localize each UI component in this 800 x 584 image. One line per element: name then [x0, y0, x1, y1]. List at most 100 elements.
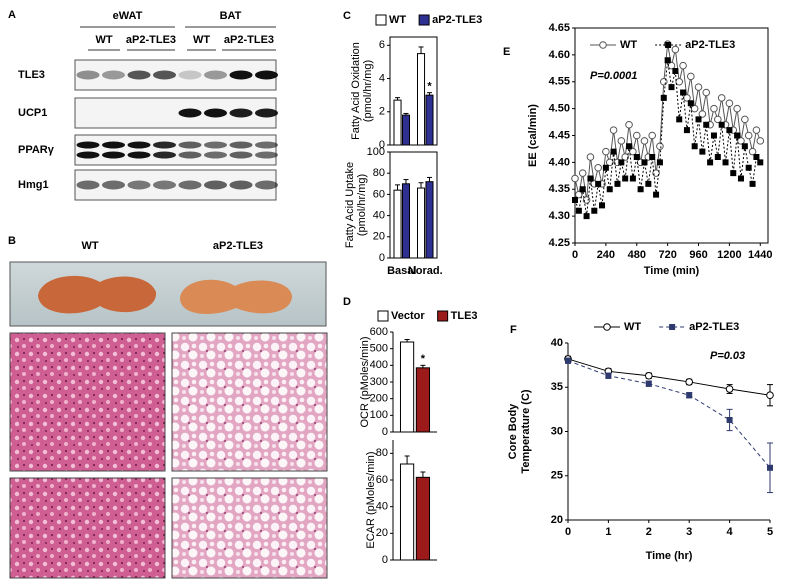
y-axis-label: Fatty Acid Uptake	[344, 162, 356, 248]
point	[679, 61, 687, 70]
lane-label: aP2-TLE3	[224, 34, 274, 46]
legend-label: Vector	[391, 310, 425, 322]
x-tick-label: 5	[767, 526, 773, 538]
y-tick-label: 200	[370, 393, 388, 405]
point	[710, 132, 717, 139]
blot-band	[76, 180, 100, 190]
point	[578, 169, 587, 177]
y-tick-label: 0	[379, 252, 385, 264]
bar	[401, 183, 411, 259]
point	[606, 186, 613, 193]
panel-label: E	[503, 46, 510, 58]
blot-band	[127, 180, 151, 190]
series-line	[574, 44, 761, 201]
x-tick-label: 1440	[748, 249, 772, 261]
legend-marker	[665, 42, 672, 48]
blot-band	[76, 70, 100, 80]
bar	[393, 99, 402, 146]
blot-band	[229, 151, 253, 159]
point	[683, 94, 691, 102]
column-label: WT	[81, 240, 98, 252]
blot-band	[204, 180, 227, 190]
point	[737, 175, 744, 182]
legend-swatch	[437, 310, 449, 322]
protein-label: TLE3	[18, 69, 45, 81]
point	[722, 159, 729, 166]
blot-band	[127, 151, 151, 159]
legend-label: WT	[624, 321, 641, 333]
point	[649, 154, 656, 160]
point	[617, 137, 626, 145]
y-tick-label: 40	[376, 501, 388, 513]
y-tick-label: 6	[379, 39, 385, 51]
y-tick-label: 20	[376, 527, 388, 539]
legend-label: TLE3	[451, 310, 478, 322]
point	[725, 99, 734, 108]
y-axis-label: Core Body	[507, 403, 519, 460]
legend-marker	[599, 41, 607, 49]
point	[703, 121, 710, 128]
point	[734, 132, 741, 139]
annotation: P=0.0001	[590, 70, 637, 82]
legend-label: aP2-TLE3	[685, 39, 735, 51]
point	[699, 148, 706, 155]
tissue-wt	[38, 275, 157, 314]
group-label: BAT	[220, 10, 242, 22]
group-label: eWAT	[113, 10, 143, 22]
point	[583, 213, 590, 220]
point	[610, 148, 617, 155]
y-axis-label: Fatty Acid Oxidation	[350, 42, 362, 140]
panel-label: A	[8, 9, 16, 21]
point	[629, 175, 636, 182]
point	[668, 84, 675, 91]
x-tick-label: 960	[689, 249, 707, 261]
point	[753, 154, 760, 160]
y-tick-label: 20	[551, 514, 563, 526]
point	[660, 94, 667, 101]
point	[565, 357, 571, 364]
point	[672, 68, 679, 74]
y-tick-label: 400	[370, 359, 388, 371]
y-axis-label: ECAR (pMoles/min)	[365, 451, 377, 548]
point	[653, 191, 660, 198]
blot-band	[204, 151, 227, 159]
series-line	[567, 358, 771, 396]
point	[664, 57, 671, 64]
protein-label: UCP1	[18, 107, 47, 119]
blot-band	[153, 151, 176, 159]
histology-tle3	[171, 477, 328, 579]
point	[675, 77, 684, 86]
point	[737, 137, 745, 145]
blot-band	[178, 70, 202, 80]
bar	[393, 189, 402, 259]
lane-label: WT	[193, 34, 210, 46]
x-tick-label: 1	[605, 526, 611, 538]
point	[702, 88, 711, 97]
point	[714, 154, 721, 160]
y-axis-label: EE (cal/min)	[527, 104, 539, 167]
x-tick-label: 4	[727, 526, 734, 538]
point	[645, 180, 652, 187]
bar	[425, 94, 434, 146]
panel-label: D	[343, 296, 351, 308]
point	[614, 180, 621, 187]
y-tick-label: 4.50	[549, 103, 570, 115]
y-tick-label: 4.55	[549, 76, 570, 88]
y-axis-label: (pmol/hr/mg)	[356, 174, 368, 236]
x-tick-label: 0	[565, 526, 571, 538]
point	[656, 142, 664, 151]
lane-label: WT	[95, 34, 112, 46]
blot-band	[76, 141, 100, 149]
y-tick-label: 300	[370, 376, 388, 388]
point	[690, 104, 699, 113]
point	[756, 137, 765, 145]
point	[710, 104, 718, 113]
blot-band	[102, 70, 125, 80]
point	[571, 174, 579, 183]
legend-label: aP2-TLE3	[432, 14, 482, 26]
blot-band	[255, 70, 278, 80]
x-tick-label: 3	[686, 526, 692, 538]
blot-band	[76, 151, 100, 159]
x-tick-label: 720	[658, 249, 676, 261]
